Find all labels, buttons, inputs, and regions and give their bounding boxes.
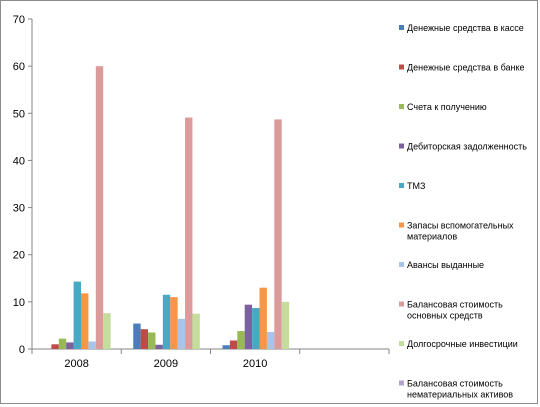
legend-swatch [399, 25, 404, 30]
bar [162, 294, 171, 349]
bar [185, 117, 193, 350]
bar [81, 293, 89, 349]
bar [244, 304, 253, 349]
y-axis-ticks: 0 10 20 30 40 50 60 70 [13, 14, 32, 356]
legend-label: Дебиторская задолженность [407, 142, 527, 152]
legend-label: нематериальных активов [407, 390, 513, 400]
bar [95, 66, 104, 350]
x-tick-label: 2010 [243, 358, 267, 370]
bar [177, 318, 186, 349]
bar [252, 307, 260, 349]
bar [274, 119, 282, 350]
legend: Денежные средства в кассе Денежные средст… [399, 23, 527, 400]
bar [237, 331, 245, 349]
legend-label: Счета к получению [407, 102, 487, 112]
bar [229, 340, 238, 349]
legend-label: материалов [407, 232, 457, 242]
legend-label: Балансовая стоимость [407, 379, 503, 389]
x-axis-ticks: 2008 2009 2010 [31, 349, 390, 370]
bar [103, 313, 111, 349]
x-tick-label: 2009 [154, 358, 178, 370]
legend-label: Денежные средства в кассе [407, 23, 524, 33]
y-tick-label: 20 [13, 250, 25, 262]
legend-swatch [399, 380, 404, 386]
legend-swatch [399, 301, 404, 307]
legend-swatch [399, 104, 404, 109]
bar [51, 344, 59, 349]
bar [170, 297, 178, 349]
bar [266, 332, 275, 349]
bar [155, 344, 163, 349]
legend-label: Долгосрочные инвестиции [407, 339, 518, 349]
x-tick-label: 2008 [64, 358, 88, 370]
bar [148, 332, 156, 349]
legend-swatch [399, 143, 404, 149]
y-tick-label: 70 [13, 14, 25, 26]
bar [259, 287, 267, 349]
legend-swatch [399, 262, 404, 267]
legend-swatch [399, 222, 404, 228]
y-tick-label: 40 [13, 155, 25, 167]
bar [58, 338, 67, 349]
legend-label: ТМЗ [407, 181, 425, 191]
y-tick-label: 50 [13, 108, 25, 120]
bar [88, 341, 96, 349]
legend-label: Запасы вспомогательных [407, 221, 514, 231]
bars [51, 66, 290, 350]
y-tick-label: 10 [13, 297, 25, 309]
bar [133, 323, 141, 349]
bar [281, 301, 290, 349]
legend-label: Денежные средства в банке [407, 63, 525, 73]
y-tick-label: 0 [19, 344, 25, 356]
y-tick-label: 60 [13, 61, 25, 73]
bar [140, 329, 149, 349]
legend-label: Балансовая стоимость [407, 300, 503, 310]
bar [192, 313, 200, 349]
y-tick-label: 30 [13, 203, 25, 215]
legend-swatch [399, 341, 404, 346]
legend-swatch [399, 183, 404, 188]
legend-label: Авансы выданные [407, 260, 484, 270]
bar [222, 345, 230, 349]
bar [66, 342, 74, 349]
legend-swatch [399, 64, 404, 70]
bar [73, 281, 81, 349]
legend-label: основных средств [407, 311, 483, 321]
